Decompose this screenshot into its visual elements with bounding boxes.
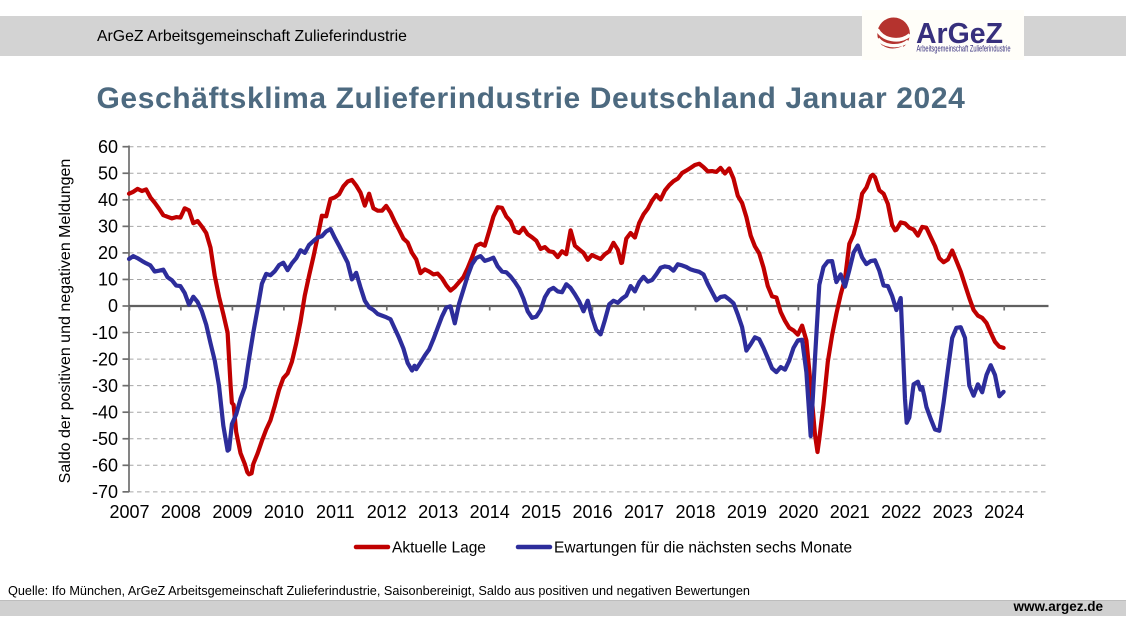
- svg-text:2018: 2018: [675, 502, 715, 522]
- svg-text:Saldo der positiven und negati: Saldo der positiven und negativen Meldun…: [57, 159, 74, 484]
- svg-text:2019: 2019: [727, 502, 767, 522]
- svg-text:-70: -70: [92, 482, 118, 502]
- svg-text:-20: -20: [92, 349, 118, 369]
- svg-text:-60: -60: [92, 456, 118, 476]
- svg-text:2020: 2020: [778, 502, 818, 522]
- svg-text:60: 60: [98, 137, 118, 157]
- svg-text:0: 0: [108, 296, 118, 316]
- svg-text:-30: -30: [92, 376, 118, 396]
- svg-text:-40: -40: [92, 402, 118, 422]
- svg-text:2024: 2024: [984, 502, 1024, 522]
- svg-text:2011: 2011: [316, 502, 355, 522]
- svg-text:2016: 2016: [572, 502, 612, 522]
- svg-text:10: 10: [98, 270, 118, 290]
- svg-text:2023: 2023: [933, 502, 973, 522]
- svg-text:2013: 2013: [418, 502, 458, 522]
- svg-text:2010: 2010: [264, 502, 304, 522]
- svg-text:40: 40: [98, 190, 118, 210]
- svg-text:20: 20: [98, 243, 118, 263]
- svg-text:-50: -50: [92, 429, 118, 449]
- svg-text:ArGeZ: ArGeZ: [916, 18, 1003, 50]
- svg-text:2012: 2012: [367, 502, 407, 522]
- svg-text:50: 50: [98, 163, 118, 183]
- svg-text:2022: 2022: [881, 502, 921, 522]
- svg-text:2007: 2007: [109, 502, 149, 522]
- svg-text:2009: 2009: [212, 502, 252, 522]
- svg-text:30: 30: [98, 217, 118, 237]
- svg-text:2017: 2017: [624, 502, 664, 522]
- svg-text:Arbeitsgemeinschaft Zulieferin: Arbeitsgemeinschaft Zulieferindustrie: [917, 44, 1011, 55]
- svg-text:2014: 2014: [470, 502, 510, 522]
- svg-text:2021: 2021: [830, 502, 870, 522]
- svg-text:2008: 2008: [161, 502, 201, 522]
- svg-text:2015: 2015: [521, 502, 561, 522]
- svg-text:Ewartungen für die nächsten se: Ewartungen für die nächsten sechs Monate: [554, 540, 852, 557]
- svg-text:Aktuelle Lage: Aktuelle Lage: [392, 540, 486, 557]
- svg-text:-10: -10: [92, 323, 118, 343]
